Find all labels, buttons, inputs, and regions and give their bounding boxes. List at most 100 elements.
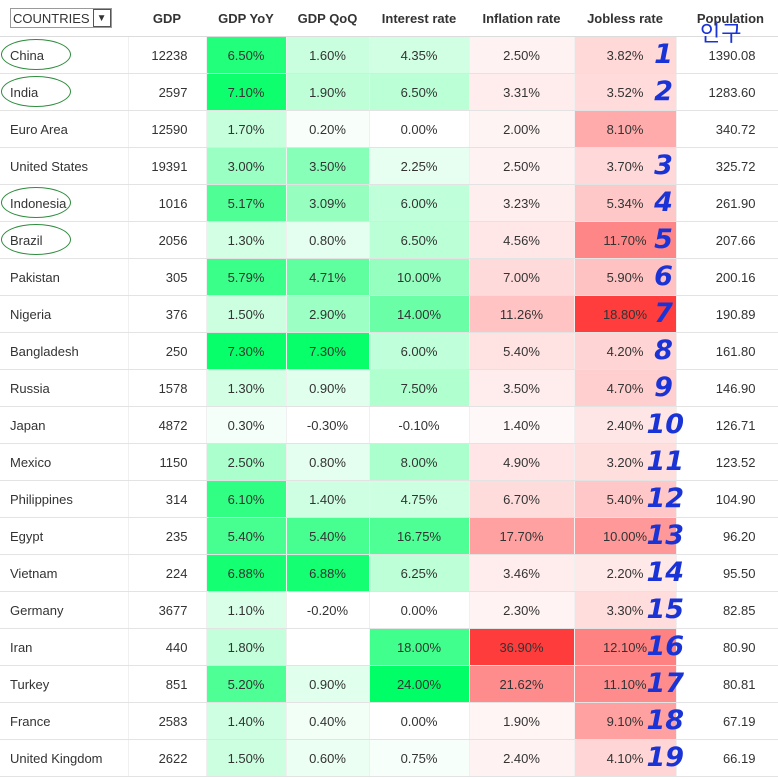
column-header-jobless-rate[interactable]: Jobless rate <box>574 0 676 37</box>
jobless-rate-cell: 11.70% <box>574 221 677 259</box>
population-value: 66.19 <box>722 750 756 766</box>
table-row[interactable]: Vietnam 224 6.88% 6.88% 6.25% 3.46% 2.20% 14 95.… <box>0 554 778 592</box>
gdp-cell: 4872 <box>128 406 207 444</box>
population-value: 190.89 <box>715 306 756 322</box>
inflation-rate-cell: 11.26% <box>469 295 575 333</box>
gdp-qoq-cell: 1.60% <box>286 36 370 74</box>
country-name[interactable]: Nigeria <box>10 306 52 322</box>
table-row[interactable]: France 2583 1.40% 0.40% 0.00% 1.90% 9.10% 18 67.… <box>0 702 778 740</box>
interest-rate-cell: 24.00% <box>369 665 470 703</box>
table-row[interactable]: Nigeria 376 1.50% 2.90% 14.00% 11.26% 18.80% 7 1… <box>0 295 778 333</box>
country-name[interactable]: Pakistan <box>10 269 60 285</box>
column-header-inflation-rate[interactable]: Inflation rate <box>469 0 574 37</box>
gdp-yoy-cell: 1.30% <box>206 369 287 407</box>
country-name[interactable]: Russia <box>10 380 50 396</box>
inflation-rate-cell: 21.62% <box>469 665 575 703</box>
country-name[interactable]: France <box>10 713 51 729</box>
country-name[interactable]: China <box>10 47 44 63</box>
gdp-cell: 2056 <box>128 221 207 259</box>
chevron-down-icon[interactable]: ▼ <box>92 9 111 27</box>
table-row[interactable]: Russia 1578 1.30% 0.90% 7.50% 3.50% 4.70% 9 146.… <box>0 369 778 407</box>
jobless-rate-cell: 18.80% <box>574 295 677 333</box>
gdp-yoy-cell: 1.10% <box>206 591 287 629</box>
population-value: 80.81 <box>722 676 756 692</box>
country-name[interactable]: Euro Area <box>10 121 68 137</box>
gdp-yoy-cell: 2.50% <box>206 443 287 481</box>
country-name[interactable]: Turkey <box>10 676 50 692</box>
gdp-cell: 1016 <box>128 184 207 222</box>
table-row[interactable]: India 2597 7.10% 1.90% 6.50% 3.31% 3.52% 2 1283.… <box>0 73 778 111</box>
table-row[interactable]: China 12238 6.50% 1.60% 4.35% 2.50% 3.82% 1 1390… <box>0 36 778 74</box>
population-value: 80.90 <box>722 639 756 655</box>
gdp-qoq-cell: 0.60% <box>286 739 370 777</box>
jobless-rate-cell: 4.10% <box>574 739 677 777</box>
country-name[interactable]: United States <box>10 158 89 174</box>
table-row[interactable]: Philippines 314 6.10% 1.40% 4.75% 6.70% 5.40% 1… <box>0 480 778 518</box>
country-name[interactable]: Brazil <box>10 232 43 248</box>
country-name[interactable]: Philippines <box>10 491 73 507</box>
gdp-yoy-cell: 7.10% <box>206 73 287 111</box>
table-row[interactable]: Indonesia 1016 5.17% 3.09% 6.00% 3.23% 5.34% 4 2… <box>0 184 778 222</box>
table-row[interactable]: United Kingdom 2622 1.50% 0.60% 0.75% 2.40% 4.… <box>0 739 778 777</box>
interest-rate-cell: 10.00% <box>369 258 470 296</box>
table-header-row: COUNTRIES ▼ GDP GDP YoY GDP QoQ Interest… <box>0 0 778 37</box>
country-name[interactable]: United Kingdom <box>10 750 103 766</box>
country-name[interactable]: Japan <box>10 417 46 433</box>
interest-rate-cell: 6.50% <box>369 73 470 111</box>
inflation-rate-cell: 3.50% <box>469 369 575 407</box>
table-row[interactable]: Iran 440 1.80% 18.00% 36.90% 12.10% 16 80.90 <box>0 628 778 666</box>
table-row[interactable]: Egypt 235 5.40% 5.40% 16.75% 17.70% 10.00% 13 96… <box>0 517 778 555</box>
column-header-interest-rate[interactable]: Interest rate <box>369 0 469 37</box>
table-row[interactable]: Germany 3677 1.10% -0.20% 0.00% 2.30% 3.30% 15 8… <box>0 591 778 629</box>
interest-rate-cell: -0.10% <box>369 406 470 444</box>
interest-rate-cell: 2.25% <box>369 147 470 185</box>
country-name[interactable]: Egypt <box>10 528 44 544</box>
gdp-cell: 440 <box>128 628 207 666</box>
country-name[interactable]: Iran <box>10 639 33 655</box>
gdp-cell: 19391 <box>128 147 207 185</box>
jobless-rate-cell: 5.34% <box>574 184 677 222</box>
table-body: China 12238 6.50% 1.60% 4.35% 2.50% 3.82% 1 1390… <box>0 36 778 777</box>
table-row[interactable]: United States 19391 3.00% 3.50% 2.25% 2.50% 3.… <box>0 147 778 185</box>
column-header-gdp-qoq[interactable]: GDP QoQ <box>286 0 369 37</box>
population-value: 340.72 <box>715 121 756 137</box>
jobless-rate-cell: 4.70% <box>574 369 677 407</box>
jobless-rate-cell: 9.10% <box>574 702 677 740</box>
jobless-rate-cell: 3.52% <box>574 73 677 111</box>
inflation-rate-cell: 17.70% <box>469 517 575 555</box>
jobless-rate-cell: 5.40% <box>574 480 677 518</box>
countries-filter-label: COUNTRIES <box>13 10 90 26</box>
column-header-gdp[interactable]: GDP <box>128 0 206 37</box>
gdp-cell: 314 <box>128 480 207 518</box>
country-name[interactable]: Bangladesh <box>10 343 79 359</box>
country-name[interactable]: India <box>10 84 39 100</box>
inflation-rate-cell: 3.31% <box>469 73 575 111</box>
gdp-yoy-cell: 3.00% <box>206 147 287 185</box>
column-header-population[interactable]: Population <box>676 0 778 37</box>
jobless-rate-cell: 3.82% <box>574 36 677 74</box>
column-header-gdp-yoy[interactable]: GDP YoY <box>206 0 286 37</box>
table-row[interactable]: Pakistan 305 5.79% 4.71% 10.00% 7.00% 5.90% 6 20… <box>0 258 778 296</box>
country-name[interactable]: Indonesia <box>10 195 67 211</box>
table-row[interactable]: Euro Area 12590 1.70% 0.20% 0.00% 2.00% 8.10% 3… <box>0 110 778 148</box>
gdp-qoq-cell: 0.90% <box>286 369 370 407</box>
table-row[interactable]: Turkey 851 5.20% 0.90% 24.00% 21.62% 11.10% 17 8… <box>0 665 778 703</box>
gdp-cell: 224 <box>128 554 207 592</box>
table-row[interactable]: Brazil 2056 1.30% 0.80% 6.50% 4.56% 11.70% 5 207… <box>0 221 778 259</box>
country-name[interactable]: Germany <box>10 602 64 618</box>
table-row[interactable]: Mexico 1150 2.50% 0.80% 8.00% 4.90% 3.20% 11 123… <box>0 443 778 481</box>
population-value: 82.85 <box>722 602 756 618</box>
inflation-rate-cell: 3.46% <box>469 554 575 592</box>
population-value: 1390.08 <box>708 47 756 63</box>
rank-annotation: 4 <box>654 187 673 218</box>
table-row[interactable]: Bangladesh 250 7.30% 7.30% 6.00% 5.40% 4.20% 8 1… <box>0 332 778 370</box>
country-name[interactable]: Vietnam <box>10 565 58 581</box>
table-row[interactable]: Japan 4872 0.30% -0.30% -0.10% 1.40% 2.40% 10 12… <box>0 406 778 444</box>
gdp-yoy-cell: 5.20% <box>206 665 287 703</box>
gdp-yoy-cell: 1.50% <box>206 739 287 777</box>
interest-rate-cell: 7.50% <box>369 369 470 407</box>
country-name[interactable]: Mexico <box>10 454 52 470</box>
countries-filter-dropdown[interactable]: COUNTRIES ▼ <box>10 8 112 28</box>
rank-annotation: 6 <box>654 261 673 292</box>
